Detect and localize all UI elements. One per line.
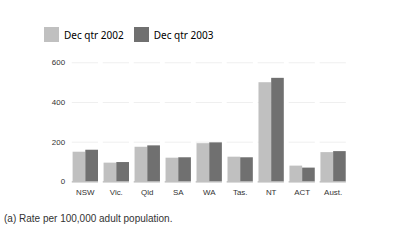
svg-text:Vic.: Vic. xyxy=(110,188,123,197)
svg-text:WA: WA xyxy=(203,188,216,197)
html-text:Dec qtr 2002: Dec qtr 2002 xyxy=(64,27,124,42)
svg-text:NT: NT xyxy=(266,188,277,197)
svg-text:Tas.: Tas. xyxy=(233,188,248,197)
svg-text:Aust.: Aust. xyxy=(324,188,342,197)
svg-text:SA: SA xyxy=(173,188,184,197)
svg-text:NSW: NSW xyxy=(76,188,95,197)
svg-text:ACT: ACT xyxy=(294,188,310,197)
html-text:Dec qtr 2003: Dec qtr 2003 xyxy=(153,27,214,42)
svg-text:400: 400 xyxy=(52,98,66,107)
svg-text:600: 600 xyxy=(52,58,66,67)
html-text:(a) Rate per 100,000 adult pop: (a) Rate per 100,000 adult population. xyxy=(4,213,173,225)
svg-text:Qld: Qld xyxy=(141,188,153,197)
svg-text:0: 0 xyxy=(61,177,66,186)
svg-text:200: 200 xyxy=(52,138,66,147)
